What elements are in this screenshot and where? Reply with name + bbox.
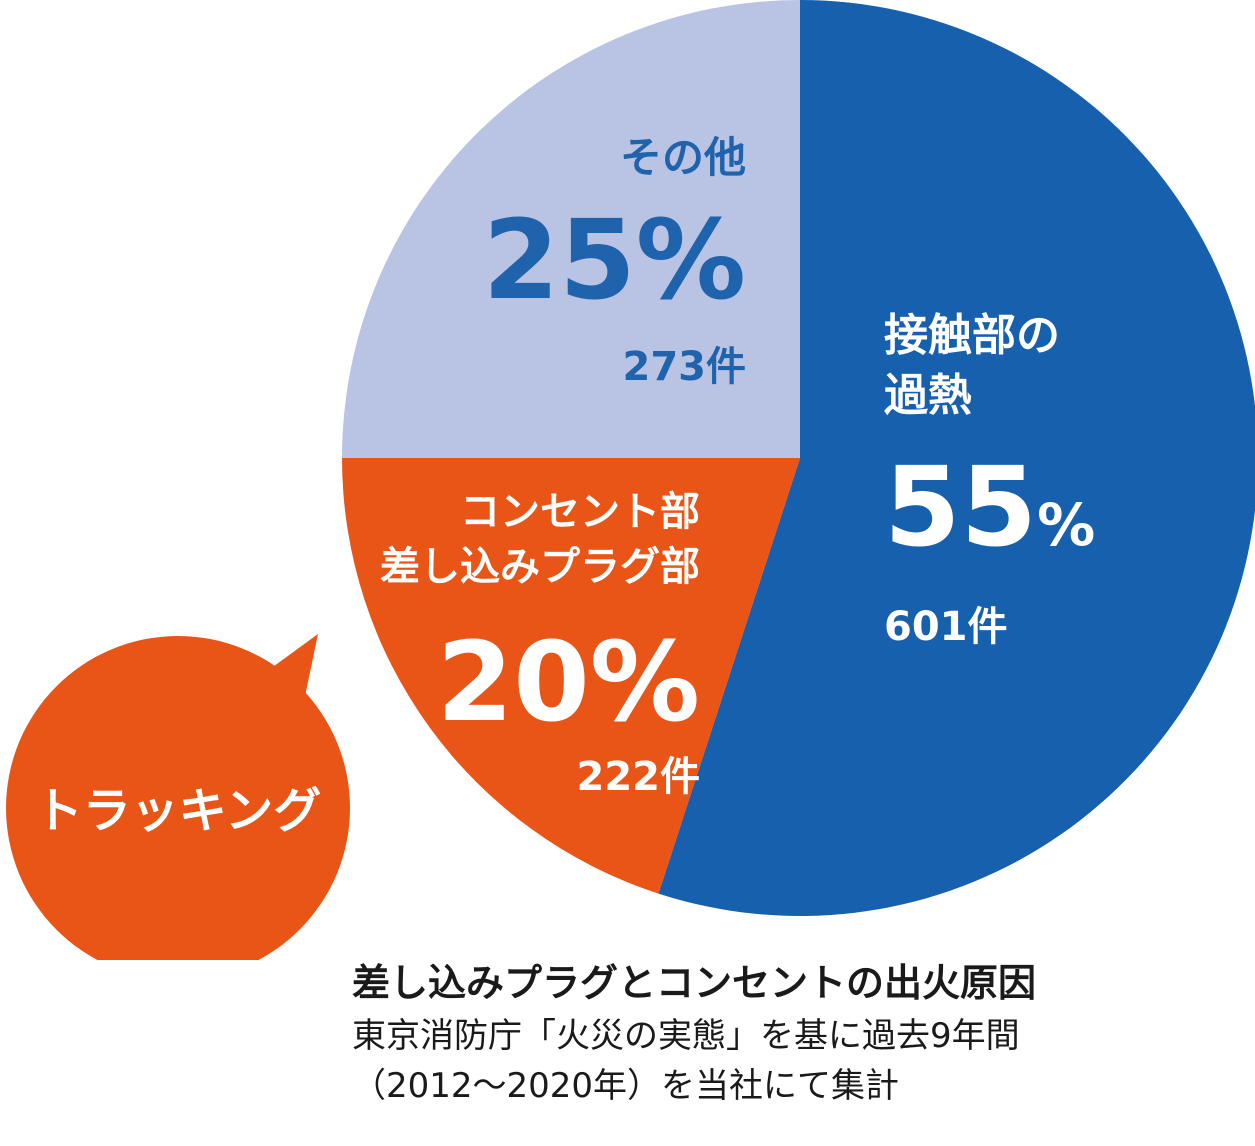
- slice-label-1-line-1: 差し込みプラグ部: [380, 544, 700, 590]
- slice-percent-0: 55%: [884, 443, 1095, 571]
- pie-slice-0: [658, 0, 1255, 916]
- callout-label: トラッキング: [35, 783, 322, 839]
- pie-slices: [342, 0, 1255, 916]
- slice-label-2-line-0: その他: [620, 133, 746, 182]
- slice-label-0-line-1: 過熱: [884, 370, 972, 421]
- source-note-line-1: 東京消防庁「火災の実態」を基に過去9年間: [352, 1016, 1020, 1056]
- pie-slice-1: [342, 458, 800, 894]
- slice-count-0: 601件: [884, 604, 1008, 650]
- pie-slice-2: [342, 0, 800, 458]
- caption: 差し込みプラグとコンセントの出火原因 東京消防庁「火災の実態」を基に過去9年間 …: [352, 955, 1252, 1111]
- source-note-line-2: （2012～2020年）を当社にて集計: [352, 1066, 900, 1106]
- slice-percent-2: 25%: [483, 196, 746, 324]
- slice-percent-1: 20%: [437, 618, 700, 746]
- slice-label-0-line-0: 接触部の: [884, 310, 1060, 361]
- slice-count-1: 222件: [577, 754, 701, 800]
- slice-label-1-line-0: コンセント部: [460, 489, 700, 535]
- chart-title: 差し込みプラグとコンセントの出火原因: [352, 961, 1037, 1005]
- callout-bubble: トラッキング: [6, 634, 350, 960]
- callout-pointer: [255, 634, 318, 720]
- callout-circle: [6, 636, 350, 960]
- slice-count-2: 273件: [623, 344, 747, 390]
